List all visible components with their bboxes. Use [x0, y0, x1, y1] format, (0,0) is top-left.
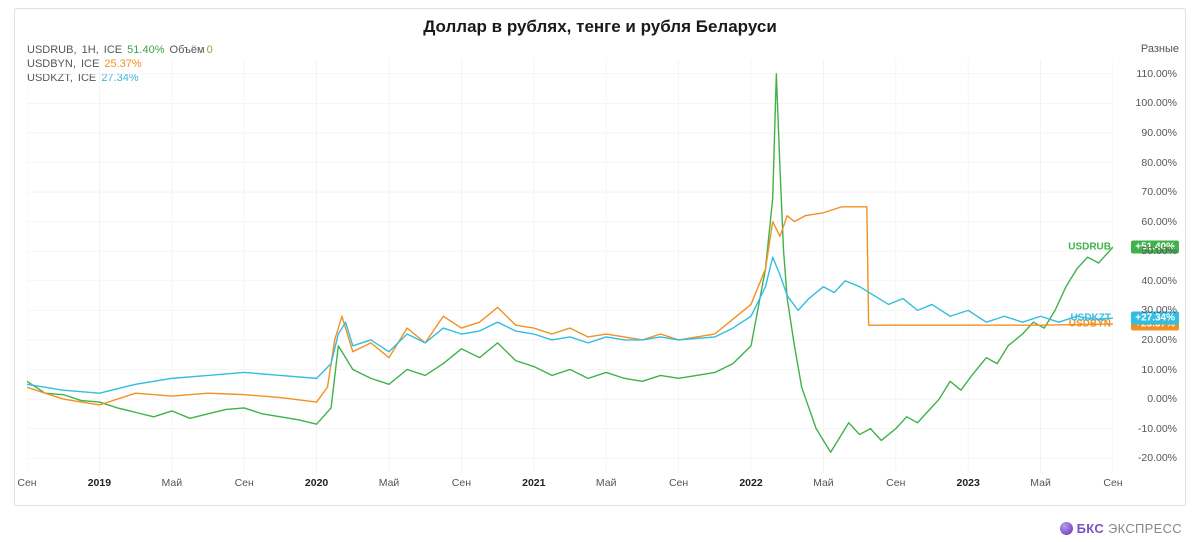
- y-tick-label: 30.00%: [1141, 304, 1177, 316]
- series-end-label: USDRUB: [1068, 242, 1111, 253]
- x-axis: Сен 2019 Май Сен 2020 Май Сен 2021 Май Сен 2022 Май…: [27, 477, 1113, 499]
- x-tick-label: 2021: [522, 477, 545, 489]
- y-tick-label: 50.00%: [1141, 245, 1177, 257]
- chart-card: Доллар в рублях, тенге и рубля Беларуси …: [14, 8, 1186, 506]
- x-tick-label: Сен: [17, 477, 36, 489]
- footer-rest: ЭКСПРЕСС: [1108, 521, 1182, 536]
- y-tick-label: 20.00%: [1141, 334, 1177, 346]
- x-tick-label: Сен: [669, 477, 688, 489]
- y-tick-label: 0.00%: [1147, 393, 1177, 405]
- x-tick-label: Май: [813, 477, 834, 489]
- x-tick-label: Май: [379, 477, 400, 489]
- y-tick-label: 10.00%: [1141, 364, 1177, 376]
- y-tick-label: 80.00%: [1141, 157, 1177, 169]
- chart-title: Доллар в рублях, тенге и рубля Беларуси: [15, 9, 1185, 37]
- x-tick-label: 2019: [88, 477, 111, 489]
- x-tick-label: Май: [162, 477, 183, 489]
- x-tick-label: 2020: [305, 477, 328, 489]
- y-tick-label: -20.00%: [1138, 452, 1177, 464]
- y-tick-label: 70.00%: [1141, 186, 1177, 198]
- series-end-label: USDKZT: [1070, 313, 1111, 324]
- x-tick-label: Сен: [235, 477, 254, 489]
- legend-row[interactable]: USDRUB, 1H, ICE 51.40% Объём0: [27, 43, 215, 57]
- y-tick-label: 90.00%: [1141, 127, 1177, 139]
- logo-icon: [1060, 522, 1073, 535]
- y-tick-label: 40.00%: [1141, 275, 1177, 287]
- x-tick-label: Май: [1030, 477, 1051, 489]
- plot-area[interactable]: USDRUB+51.40%USDBYN+25.37%USDKZT+27.34%: [27, 59, 1113, 473]
- footer-logo: БКС ЭКСПРЕСС: [1060, 521, 1182, 536]
- x-tick-label: 2023: [957, 477, 980, 489]
- y-tick-label: 100.00%: [1136, 97, 1177, 109]
- y-axis: -20.00% -10.00% 0.00% 10.00% 20.00% 30.00% 40.…: [1113, 59, 1185, 473]
- x-tick-label: Сен: [886, 477, 905, 489]
- y-tick-label: 60.00%: [1141, 216, 1177, 228]
- x-tick-label: Сен: [452, 477, 471, 489]
- y-tick-label: -10.00%: [1138, 423, 1177, 435]
- footer-brand: БКС: [1077, 521, 1104, 536]
- x-tick-label: Сен: [1103, 477, 1122, 489]
- x-tick-label: 2022: [739, 477, 762, 489]
- y-axis-group-label: Разные: [1141, 43, 1179, 55]
- y-tick-label: 110.00%: [1136, 68, 1177, 80]
- x-tick-label: Май: [596, 477, 617, 489]
